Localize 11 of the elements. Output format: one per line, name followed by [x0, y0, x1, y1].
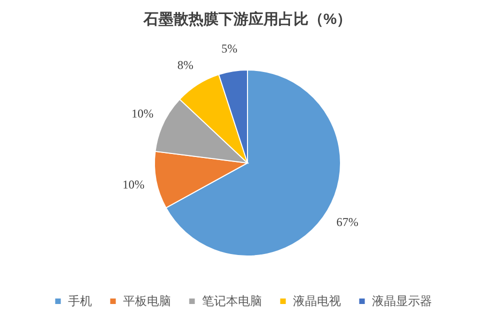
- data-label: 67%: [336, 215, 358, 230]
- legend-label: 液晶显示器: [372, 294, 432, 308]
- legend-label: 手机: [68, 294, 92, 308]
- chart-title: 石墨散热膜下游应用占比（%）: [142, 10, 352, 28]
- data-label: 8%: [177, 58, 194, 72]
- legend-label: 液晶电视: [293, 294, 341, 308]
- legend-label: 笔记本电脑: [202, 294, 262, 308]
- data-label: 10%: [122, 178, 145, 192]
- data-label: 5%: [221, 41, 238, 56]
- data-label: 10%: [132, 106, 154, 121]
- legend-label: 平板电脑: [123, 294, 171, 308]
